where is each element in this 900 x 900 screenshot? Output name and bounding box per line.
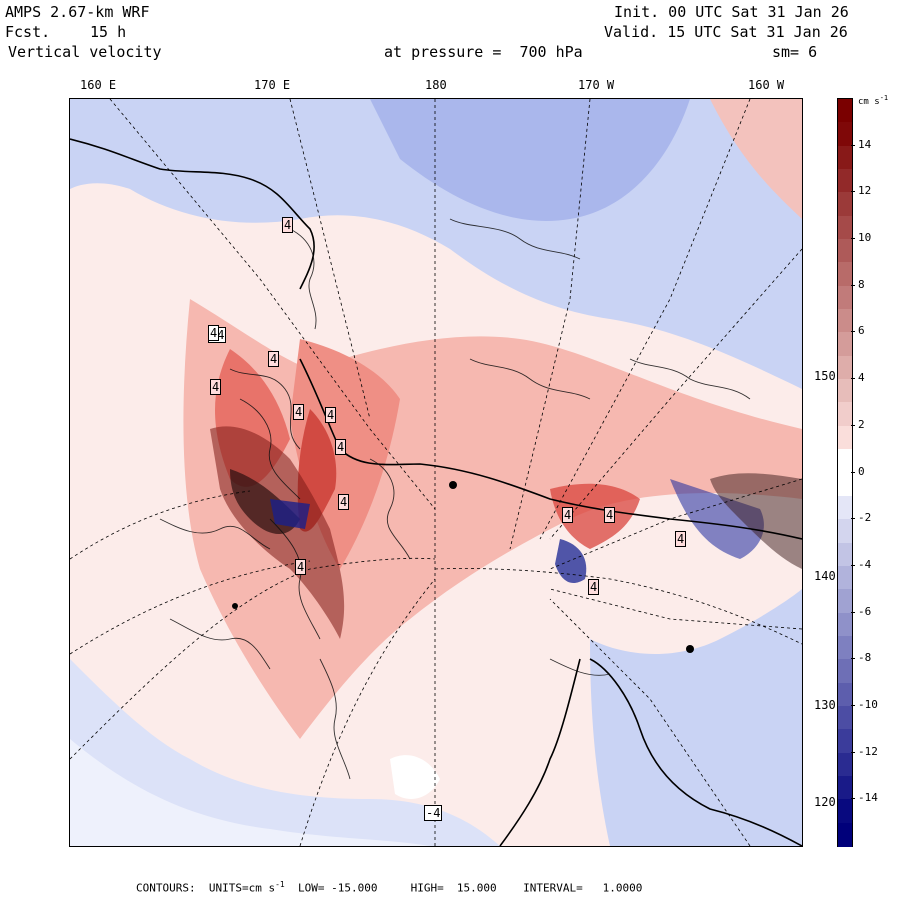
forecast-hour: 15 h [90,23,127,41]
colorbar-band [838,542,852,567]
colorbar-label: -4 [858,557,872,571]
colorbar-tick [851,284,855,286]
colorbar-tick [851,424,855,426]
model-title: AMPS 2.67-km WRF [5,3,150,21]
colorbar-label: 4 [858,371,865,385]
pressure-level: at pressure = 700 hPa [384,43,583,61]
colorbar-tick [851,704,855,706]
colorbar-tick [851,798,855,800]
colorbar-label: 0 [858,464,865,478]
colorbar-tick [851,331,855,333]
colorbar-band [838,332,852,357]
contour-label: 4 [268,351,280,367]
contour-label: 4 [282,217,294,233]
lon-label-160e: 160 E [80,78,117,92]
colorbar-band [838,449,852,473]
colorbar-band [838,799,852,824]
colorbar-band [838,99,852,123]
colorbar-tick [851,144,855,146]
colorbar-band [838,589,852,614]
colorbar-label: -14 [858,791,878,805]
colorbar-label: -6 [858,604,872,618]
colorbar-band [838,659,852,684]
colorbar-label: 14 [858,137,872,151]
colorbar-band [838,729,852,754]
colorbar-unit: cm s-1 [858,94,889,107]
colorbar-band [838,425,852,450]
colorbar-tick [851,378,855,380]
colorbar-band [838,215,852,240]
colorbar-tick [851,751,855,753]
colorbar-label: 2 [858,417,865,431]
colorbar-band [838,402,852,427]
contour-label: 4 [562,507,574,523]
colorbar-label: -2 [858,511,872,525]
colorbar-label: -10 [858,697,878,711]
footer: CONTOURS: UNITS=cm s-1 LOW= -15.000 HIGH… [136,880,642,895]
lon-label-170e: 170 E [254,78,291,92]
colorbar-band [838,822,852,847]
contour-label: 4 [325,407,337,423]
colorbar-tick [851,658,855,660]
colorbar-label: -8 [858,651,872,665]
colorbar-label: 10 [858,231,872,245]
colorbar-band [838,239,852,263]
footer-contours: CONTOURS: UNITS=cm s [136,881,276,895]
contour-label: 4 [588,579,600,595]
colorbar-band [838,682,852,707]
contour-label: 4 [208,325,220,341]
smoothing: sm= 6 [772,43,818,61]
colorbar-band [838,122,852,147]
colorbar-band [838,285,852,310]
colorbar-label: 12 [858,184,872,198]
colorbar-tick [851,611,855,613]
contour-label: 4 [335,439,347,455]
colorbar-band [838,612,852,637]
colorbar-band [838,495,852,520]
contour-label: 4 [338,494,350,510]
colorbar-label: -12 [858,744,878,758]
colorbar-band [838,635,852,660]
contour-label: -4 [424,805,443,821]
contour-label: 4 [604,507,616,523]
contour-label: 4 [295,559,307,575]
colorbar-band [838,192,852,217]
colorbar-band [838,472,852,497]
footer-high: HIGH= 15.000 [410,881,497,895]
forecast-label: Fcst. [5,23,51,41]
map-canvas [70,99,802,846]
footer-interval: INTERVAL= 1.0000 [523,881,643,895]
contour-label: 4 [210,379,222,395]
lon-label-160w: 160 W [748,78,785,92]
colorbar-tick [851,518,855,520]
colorbar-band [838,752,852,777]
colorbar-label: 6 [858,324,865,338]
colorbar-tick [851,564,855,566]
colorbar-tick [851,238,855,240]
contour-label: 4 [293,404,305,420]
velocity-map: 4 -4 4 4 4 4 4 4 4 4 4 4 4 4 -4 [69,98,803,847]
colorbar-band [838,169,852,193]
footer-low: LOW= -15.000 [297,881,378,895]
colorbar-band [838,519,852,544]
colorbar-band [838,565,852,590]
colorbar-tick [851,191,855,193]
colorbar-band [838,355,852,380]
valid-time: Valid. 15 UTC Sat 31 Jan 26 [604,23,848,41]
colorbar-band [838,775,852,800]
colorbar-band [838,309,852,333]
footer-units-exp: -1 [275,880,285,889]
colorbar-band [838,705,852,730]
colorbar-band [838,379,852,403]
colorbar [837,98,853,847]
colorbar-band [838,262,852,287]
colorbar-label: 8 [858,277,865,291]
colorbar-tick [851,471,855,473]
init-time: Init. 00 UTC Sat 31 Jan 26 [614,3,849,21]
contour-label: 4 [675,531,687,547]
colorbar-band [838,145,852,170]
field-name: Vertical velocity [8,43,162,61]
lon-label-170w: 170 W [578,78,615,92]
lon-label-180: 180 [425,78,447,92]
